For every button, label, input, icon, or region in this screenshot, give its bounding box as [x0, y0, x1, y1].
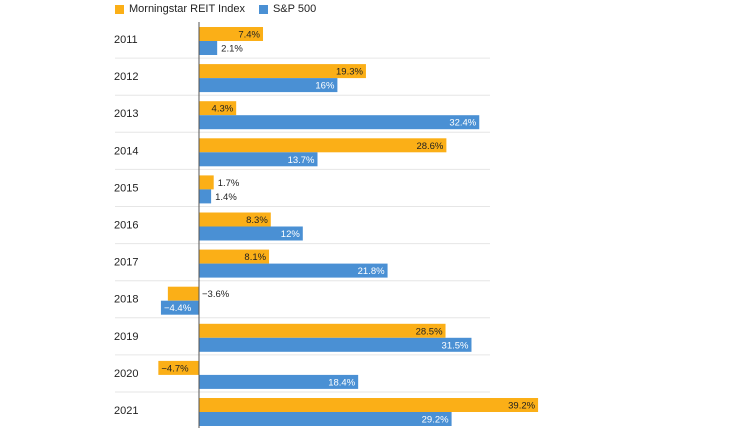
reit-bar-2011: [199, 27, 264, 41]
sp500-value-label-2021: 29.2%: [422, 415, 449, 426]
reit-bar-2016: [199, 212, 271, 227]
year-label-2020: 2020: [114, 368, 138, 380]
sp500-bar-2012: [199, 78, 338, 93]
sp500-bar-2021: [199, 412, 452, 426]
legend-swatch-sp500: [258, 4, 268, 14]
year-label-2021: 2021: [114, 405, 138, 417]
sp500-bar-2015: [199, 189, 212, 204]
sp500-value-label-2014: 13.7%: [288, 155, 315, 166]
year-label-2012: 2012: [114, 71, 138, 83]
legend-item-sp500: S&P 500: [258, 3, 317, 15]
sp500-bar-2019: [199, 337, 472, 352]
reit-value-label-2016: 8.3%: [246, 215, 268, 226]
sp500-value-label-2020: 18.4%: [328, 377, 355, 388]
reit-value-label-2013: 4.3%: [212, 104, 234, 115]
year-label-2014: 2014: [114, 145, 138, 157]
sp500-value-label-2015: 1.4%: [215, 192, 237, 203]
year-label-2013: 2013: [114, 108, 138, 120]
sp500-bar-2013: [199, 115, 480, 130]
sp500-bar-2020: [199, 374, 359, 389]
reit-value-label-2020: −4.7%: [161, 363, 189, 374]
reit-bar-2019: [199, 323, 446, 338]
reit-bar-2012: [199, 64, 366, 79]
reit-bar-2015: [199, 175, 214, 190]
reit-value-label-2015: 1.7%: [218, 178, 240, 189]
sp500-value-label-2017: 21.8%: [358, 266, 385, 277]
legend-item-reit: Morningstar REIT Index: [115, 3, 245, 15]
year-label-2016: 2016: [114, 220, 138, 232]
reit-value-label-2012: 19.3%: [336, 67, 363, 78]
sp500-value-label-2012: 16%: [315, 81, 335, 92]
reit-value-label-2017: 8.1%: [244, 252, 266, 263]
legend-label-sp500: S&P 500: [272, 3, 317, 15]
reit-bar-2021: [199, 398, 539, 412]
year-label-2015: 2015: [114, 182, 138, 194]
reit-value-label-2019: 28.5%: [416, 326, 443, 337]
year-label-2011: 2011: [114, 34, 138, 46]
chart-legend: Morningstar REIT Index S&P 500: [115, 3, 316, 15]
legend-label-reit: Morningstar REIT Index: [129, 3, 245, 15]
year-label-2017: 2017: [114, 257, 138, 269]
sp500-bar-2014: [199, 152, 318, 167]
sp500-bar-2017: [199, 263, 388, 278]
year-label-2019: 2019: [114, 331, 138, 343]
sp500-bar-2016: [199, 226, 303, 241]
reit-bar-2014: [199, 138, 447, 153]
reit-value-label-2011: 7.4%: [238, 30, 260, 41]
sp500-value-label-2019: 31.5%: [442, 340, 469, 351]
reit-bar-2017: [199, 249, 270, 264]
reit-value-label-2014: 28.6%: [416, 141, 443, 152]
sp500-value-label-2018: −4.4%: [164, 303, 192, 314]
sp500-value-label-2013: 32.4%: [449, 118, 476, 129]
reit-bar-2020: [158, 360, 199, 375]
sp500-bar-2011: [199, 41, 218, 55]
legend-swatch-reit: [115, 4, 124, 14]
sp500-value-label-2011: 2.1%: [221, 44, 243, 55]
reit-bar-2018: [167, 286, 199, 301]
sp500-value-label-2016: 12%: [281, 229, 301, 240]
reit-value-label-2021: 39.2%: [508, 401, 535, 412]
reit-value-label-2018: −3.6%: [202, 289, 230, 300]
year-label-2018: 2018: [114, 294, 138, 306]
reit-bar-2013: [199, 101, 237, 116]
sp500-bar-2018: [160, 300, 199, 315]
